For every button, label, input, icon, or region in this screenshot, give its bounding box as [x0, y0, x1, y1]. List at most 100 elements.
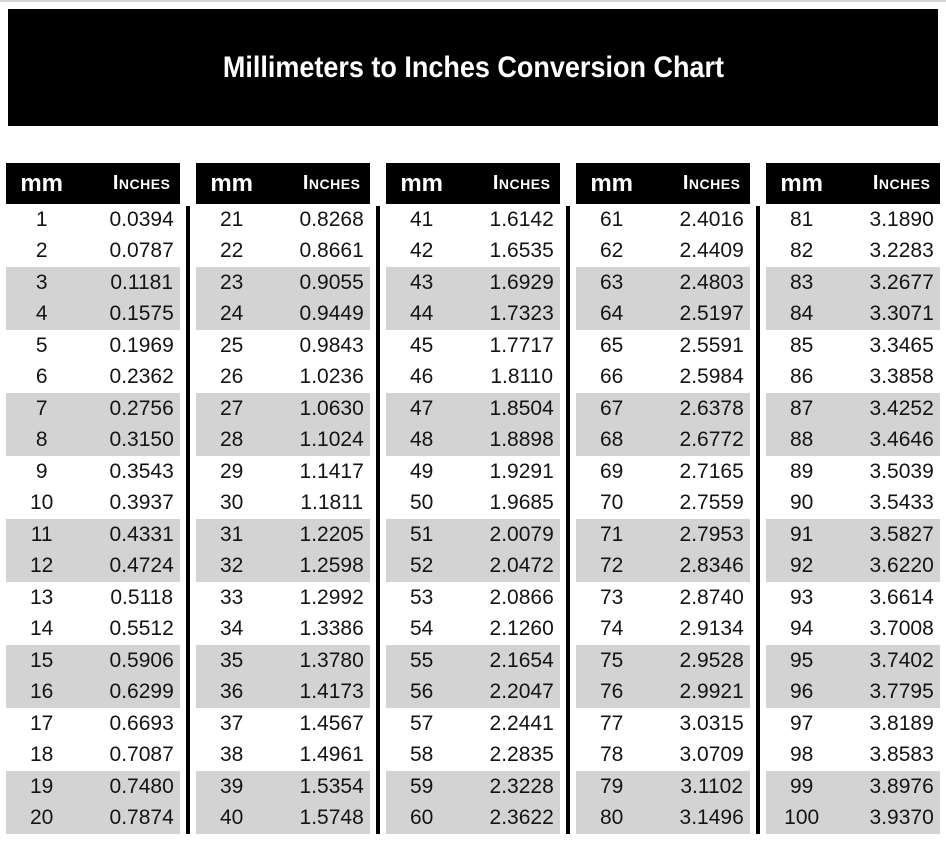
table-row: 70 2.7559: [576, 487, 750, 519]
mm-value: 37: [219, 711, 244, 735]
table-row: 9 0.3543: [6, 456, 180, 488]
inches-value: 3.5039: [869, 459, 934, 483]
mm-value: 46: [409, 365, 434, 389]
mm-value: 63: [599, 270, 624, 294]
mm-value: 43: [409, 270, 434, 294]
table-row: 81 3.1890: [766, 204, 940, 236]
mm-value: 36: [219, 680, 244, 704]
table-row: 78 3.0709: [576, 739, 750, 771]
inches-value: 1.6929: [489, 270, 554, 294]
mm-value: 11: [30, 522, 53, 546]
mm-value: 12: [29, 554, 54, 578]
conversion-table-2: mm Inches 21 0.8268 22 0.8661 23 0.9055 24 0.94…: [196, 163, 370, 834]
table-row: 23 0.9055: [196, 267, 370, 299]
mm-value: 54: [409, 617, 434, 641]
inches-value: 3.4252: [869, 396, 934, 420]
inches-value: 0.2362: [109, 365, 174, 389]
inches-value: 3.6614: [869, 585, 934, 609]
mm-value: 75: [599, 648, 624, 672]
inches-value: 3.8189: [869, 711, 934, 735]
table-row: 15 0.5906: [6, 645, 180, 677]
mm-value: 38: [219, 743, 244, 767]
table-row: 39 1.5354: [196, 771, 370, 803]
mm-value: 85: [789, 333, 814, 357]
inches-value: 2.9134: [679, 617, 744, 641]
table-row: 48 1.8898: [386, 424, 560, 456]
mm-value: 21: [219, 207, 244, 231]
inches-value: 0.8268: [299, 207, 364, 231]
table-row: 43 1.6929: [386, 267, 560, 299]
table-row: 36 1.4173: [196, 676, 370, 708]
inches-value: 1.3780: [299, 648, 364, 672]
mm-value: 90: [789, 491, 814, 515]
table-row: 69 2.7165: [576, 456, 750, 488]
mm-value: 100: [784, 806, 820, 830]
mm-value: 16: [29, 680, 54, 704]
inches-value: 3.8976: [869, 774, 934, 798]
table-row: 73 2.8740: [576, 582, 750, 614]
table-divider: [566, 206, 570, 834]
table-header: mm Inches: [576, 163, 750, 204]
inches-value: 0.5118: [110, 585, 173, 609]
table-row: 50 1.9685: [386, 487, 560, 519]
inches-value: 3.9370: [869, 806, 934, 830]
inches-value: 3.8583: [869, 743, 934, 767]
mm-value: 78: [599, 743, 624, 767]
inches-column-header: Inches: [682, 172, 741, 194]
mm-value: 82: [789, 239, 814, 263]
mm-value: 93: [789, 585, 814, 609]
inches-value: 2.3228: [489, 774, 554, 798]
table-row: 5 0.1969: [6, 330, 180, 362]
mm-value: 68: [599, 428, 624, 452]
inches-column-header: Inches: [302, 172, 361, 194]
inches-value: 1.0630: [299, 396, 364, 420]
mm-value: 27: [219, 396, 244, 420]
inches-value: 2.0079: [489, 522, 554, 546]
table-row: 99 3.8976: [766, 771, 940, 803]
table-row: 31 1.2205: [196, 519, 370, 551]
table-row: 54 2.1260: [386, 613, 560, 645]
table-row: 85 3.3465: [766, 330, 940, 362]
mm-value: 23: [219, 270, 244, 294]
inches-value: 2.8346: [679, 554, 744, 578]
mm-value: 70: [599, 491, 624, 515]
table-row: 10 0.3937: [6, 487, 180, 519]
inches-value: 1.4567: [299, 711, 364, 735]
table-row: 38 1.4961: [196, 739, 370, 771]
mm-value: 56: [409, 680, 434, 704]
table-row: 51 2.0079: [386, 519, 560, 551]
table-row: 98 3.8583: [766, 739, 940, 771]
mm-value: 28: [219, 428, 244, 452]
table-row: 67 2.6378: [576, 393, 750, 425]
inches-value: 0.5906: [109, 648, 174, 672]
mm-value: 35: [219, 648, 244, 672]
table-row: 47 1.8504: [386, 393, 560, 425]
mm-value: 1: [35, 207, 48, 231]
table-row: 55 2.1654: [386, 645, 560, 677]
inches-value: 0.9843: [299, 333, 364, 357]
mm-value: 34: [219, 617, 244, 641]
mm-value: 92: [789, 554, 814, 578]
inches-value: 2.7953: [679, 522, 744, 546]
mm-value: 76: [599, 680, 624, 704]
table-row: 95 3.7402: [766, 645, 940, 677]
inches-value: 2.4803: [679, 270, 744, 294]
inches-value: 3.7402: [869, 648, 934, 672]
table-row: 65 2.5591: [576, 330, 750, 362]
mm-value: 33: [219, 585, 244, 609]
inches-value: 3.1890: [869, 207, 934, 231]
table-row: 33 1.2992: [196, 582, 370, 614]
mm-value: 5: [35, 333, 48, 357]
table-row: 93 3.6614: [766, 582, 940, 614]
mm-value: 20: [29, 806, 54, 830]
table-body: 1 0.0394 2 0.0787 3 0.1181 4 0.1575 5 0.1969 6 0.23…: [6, 204, 180, 834]
inches-value: 1.0236: [299, 365, 364, 389]
table-row: 71 2.7953: [576, 519, 750, 551]
inches-value: 3.2283: [869, 239, 934, 263]
mm-value: 19: [29, 774, 54, 798]
table-row: 18 0.7087: [6, 739, 180, 771]
inches-value: 0.1181: [110, 270, 173, 294]
inches-value: 0.7087: [109, 743, 174, 767]
table-row: 77 3.0315: [576, 708, 750, 740]
mm-column-header: mm: [400, 169, 443, 197]
